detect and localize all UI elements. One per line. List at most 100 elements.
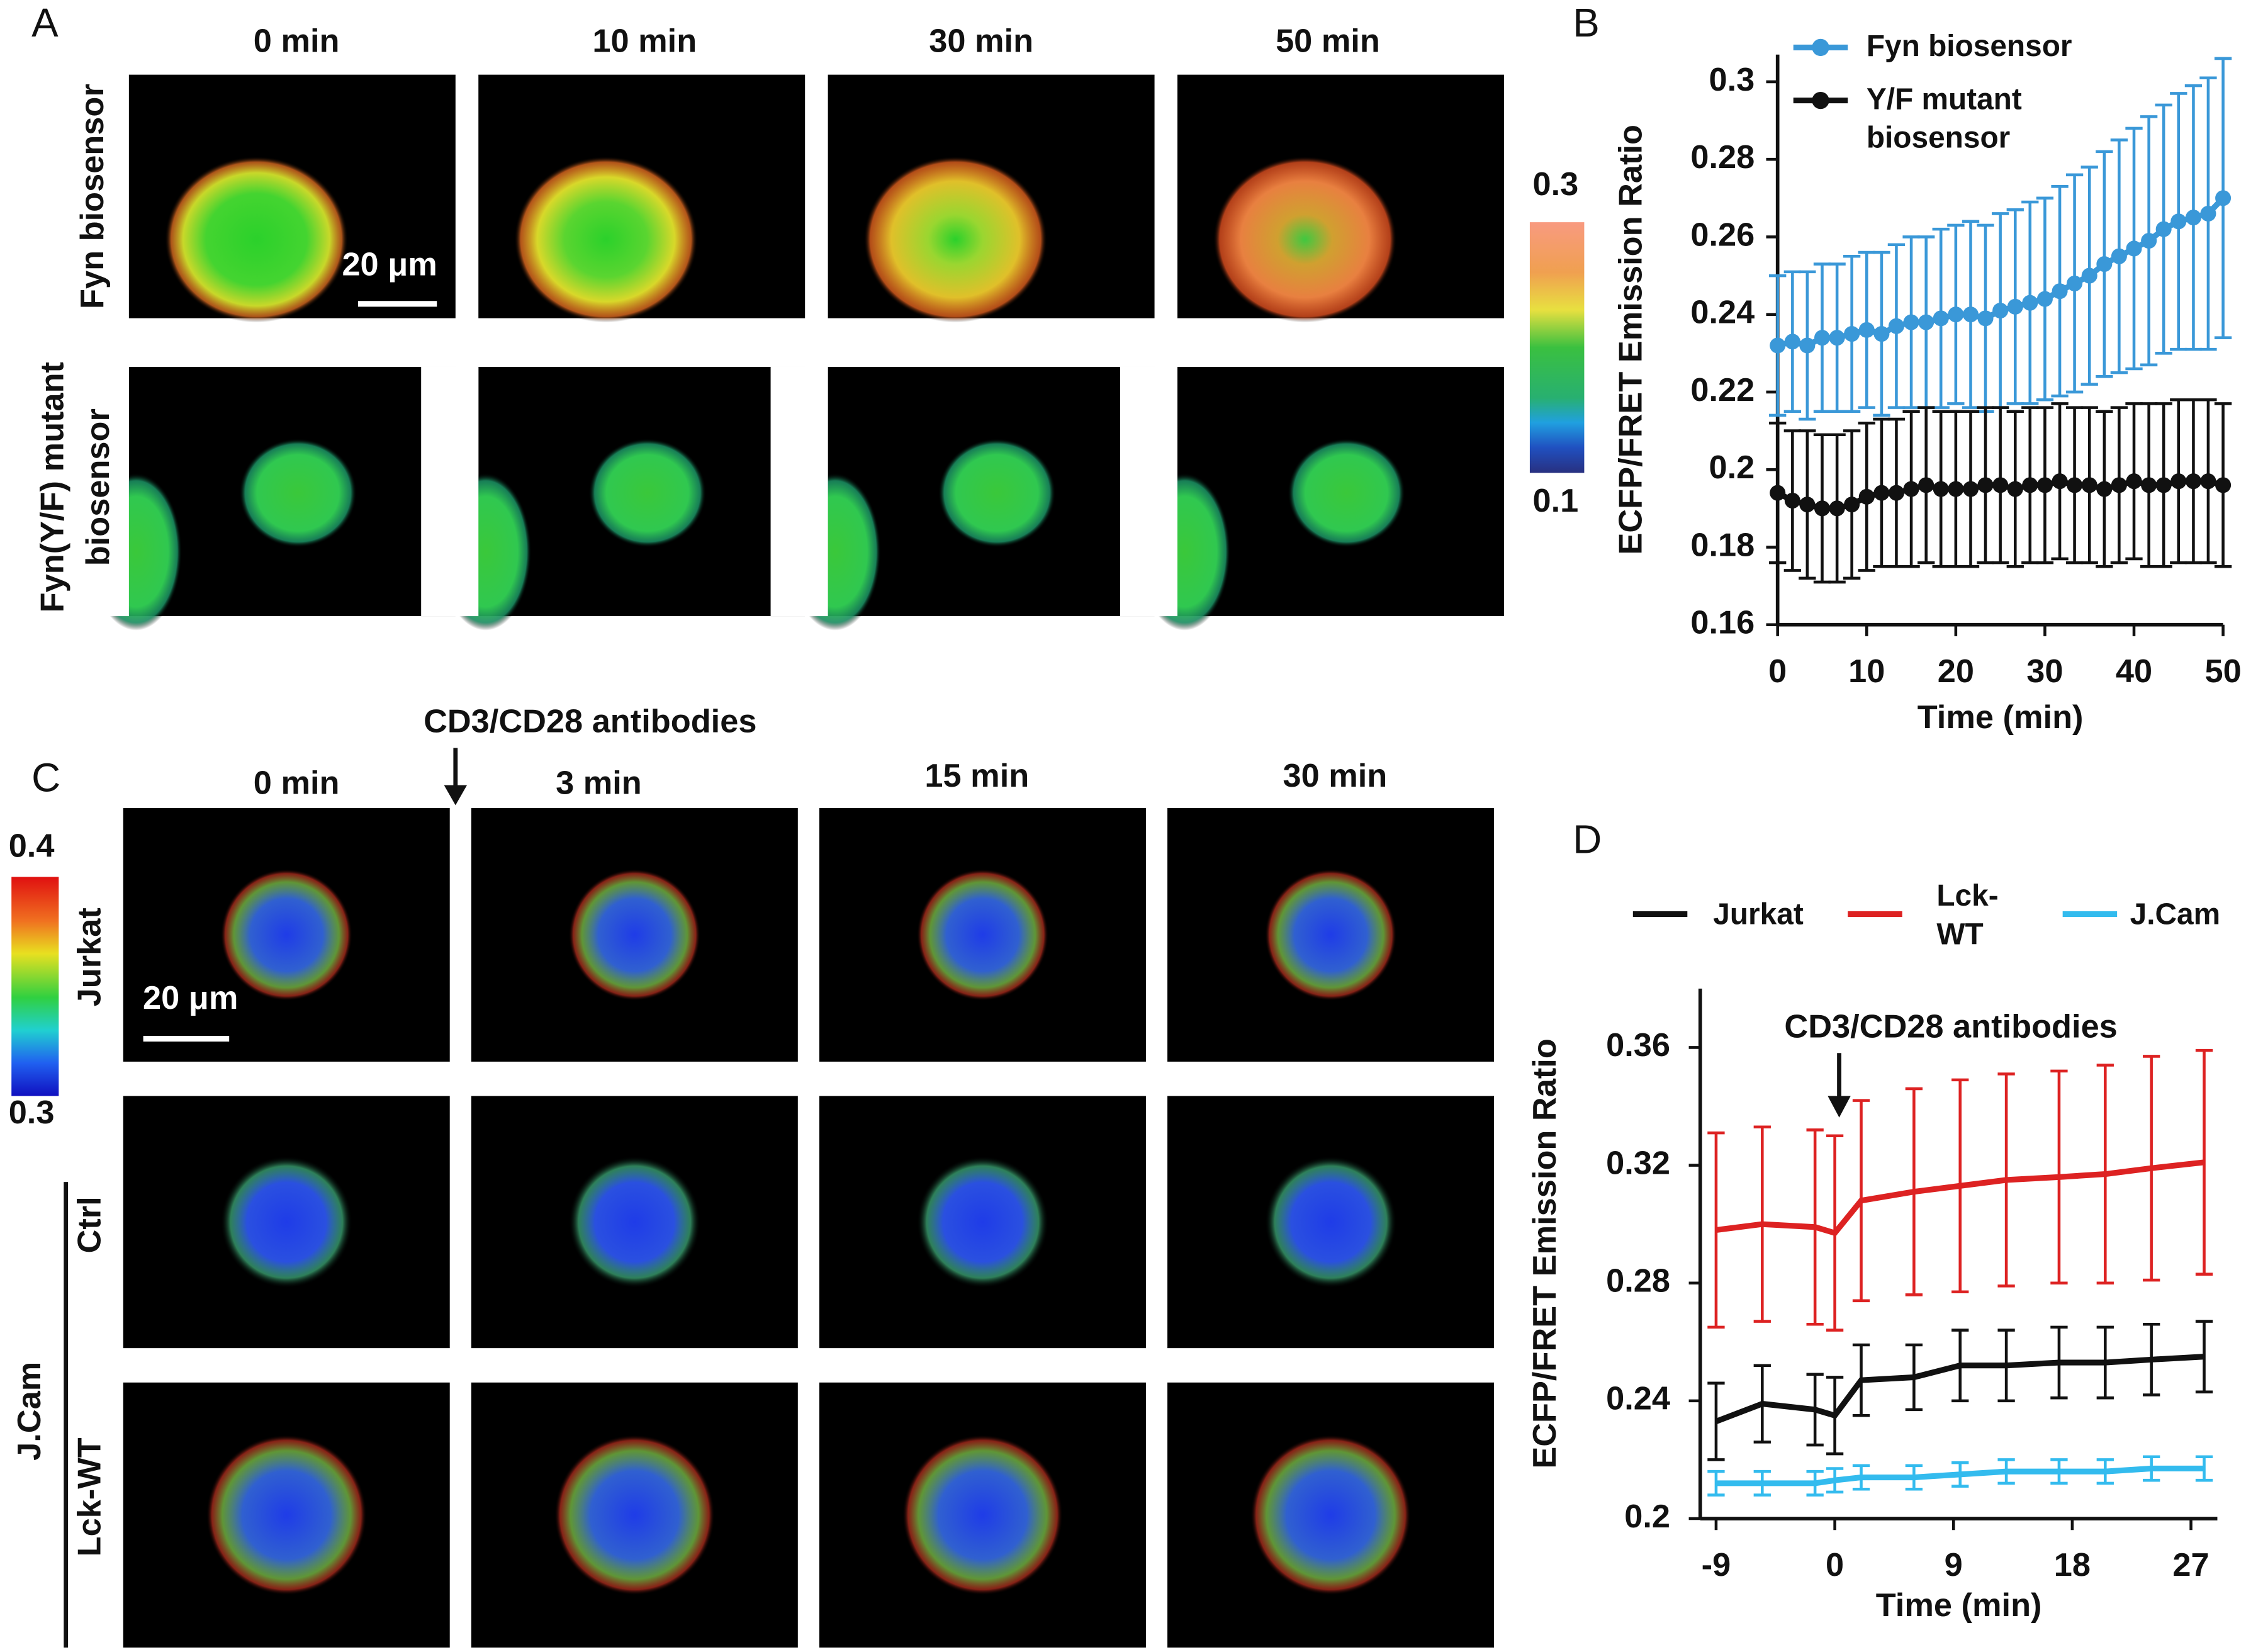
x-tick-label: 30: [2026, 653, 2063, 690]
marker: [1948, 306, 1964, 323]
cell: [220, 1156, 352, 1288]
panel-label: B: [1573, 0, 1600, 45]
marker: [1992, 477, 2009, 493]
y-tick-label: 0.26: [1690, 216, 1755, 253]
annotation: CD3/CD28 antibodies: [1784, 1008, 2117, 1045]
marker: [2126, 240, 2142, 257]
marker: [1948, 481, 1964, 497]
mask: [71, 366, 129, 617]
cell: [514, 156, 698, 323]
marker: [2185, 473, 2201, 490]
marker: [2170, 473, 2187, 490]
mask: [1120, 366, 1177, 617]
x-tick-label: 0: [1768, 653, 1787, 690]
row-label: Fyn biosensor: [74, 84, 111, 309]
marker: [2126, 473, 2142, 490]
y-tick-label: 0.3: [1709, 62, 1755, 98]
colorbar-label: 0.1: [1533, 483, 1579, 519]
legend-entry: Fyn biosensor: [1866, 30, 2072, 64]
panel-label: C: [31, 755, 60, 801]
time-label: 0 min: [254, 765, 340, 801]
y-tick-label: 0.16: [1690, 605, 1755, 641]
marker: [1888, 318, 1904, 334]
y-tick-label: 0.22: [1690, 372, 1755, 408]
time-label: 10 min: [592, 23, 697, 59]
series-line: [1715, 1159, 2205, 1237]
marker: [1799, 497, 1816, 513]
series-line: [1715, 1465, 2204, 1486]
x-tick-label: 9: [1945, 1547, 1963, 1583]
scale-bar-label: 20 μm: [143, 980, 238, 1016]
row-label: Jurkat: [72, 907, 108, 1006]
y-tick-label: 0.2: [1709, 449, 1755, 486]
marker: [1977, 310, 1994, 327]
marker: [2007, 298, 2023, 315]
marker: [1844, 325, 1860, 342]
arrow-head: [1828, 1096, 1851, 1118]
time-label: 15 min: [924, 758, 1029, 794]
marker: [2036, 477, 2053, 493]
mask: [770, 366, 828, 617]
marker: [1829, 330, 1845, 346]
marker: [2096, 256, 2113, 273]
cell: [916, 1156, 1049, 1288]
marker: [2036, 291, 2053, 307]
marker: [1873, 325, 1890, 342]
legend-text: Y/F mutant biosensor: [1866, 83, 2022, 155]
marker: [1918, 477, 1934, 493]
y-tick-label: 0.2: [1624, 1498, 1670, 1535]
y-axis-label: ECFP/FRET Emission Ratio: [1613, 125, 1649, 554]
cell: [164, 156, 349, 323]
mask: [421, 366, 479, 617]
legend-entry: Lck-WT: [1936, 879, 1999, 952]
legend-marker: [1812, 91, 1829, 110]
marker: [2081, 477, 2097, 493]
marker: [1903, 314, 1919, 330]
marker: [1933, 310, 1949, 327]
marker: [1770, 337, 1786, 354]
y-tick-label: 0.36: [1606, 1027, 1670, 1064]
marker: [1858, 488, 1875, 505]
cell: [916, 868, 1049, 1001]
cell: [554, 1434, 715, 1595]
marker: [2155, 477, 2172, 493]
legend-text: Lck-WT: [1936, 879, 1999, 952]
group-label: J.Cam: [11, 1362, 48, 1461]
cell: [220, 868, 352, 1001]
marker: [2096, 481, 2113, 497]
colorbar: [11, 877, 59, 1096]
marker: [1977, 477, 1994, 493]
marker: [2052, 473, 2068, 490]
y-tick-label: 0.18: [1690, 527, 1755, 563]
marker: [1888, 485, 1904, 501]
legend-text: Jurkat: [1713, 898, 1804, 931]
legend-marker: [1812, 38, 1829, 57]
marker: [1962, 481, 1979, 497]
time-label: 30 min: [929, 23, 1033, 59]
cell: [568, 868, 701, 1001]
marker: [2052, 283, 2068, 300]
marker: [1829, 500, 1845, 517]
legend-text: Fyn biosensor: [1866, 30, 2072, 64]
marker: [1784, 334, 1800, 350]
marker: [2185, 210, 2201, 226]
series-line: [1715, 1354, 2204, 1424]
legend-text: J.Cam: [2130, 898, 2221, 931]
error-bar: [1707, 1131, 1725, 1329]
cell: [902, 1434, 1063, 1595]
colorbar: [1529, 222, 1585, 473]
row-label: Ctrl: [72, 1196, 108, 1253]
marker: [1799, 337, 1816, 354]
colorbar-label: 0.4: [9, 828, 55, 865]
error-bar: [1707, 1469, 1725, 1497]
marker: [2141, 477, 2157, 493]
marker: [1844, 497, 1860, 513]
row-label: biosensor: [80, 408, 116, 566]
marker: [2170, 213, 2187, 230]
error-bar: [1707, 1381, 1725, 1461]
x-axis-label: Time (min): [1876, 1587, 2042, 1624]
scale-bar-label: 20 μm: [342, 246, 437, 283]
time-label: 50 min: [1276, 23, 1380, 59]
row-label: Fyn(Y/F) mutant: [34, 362, 70, 612]
marker: [1918, 314, 1934, 330]
